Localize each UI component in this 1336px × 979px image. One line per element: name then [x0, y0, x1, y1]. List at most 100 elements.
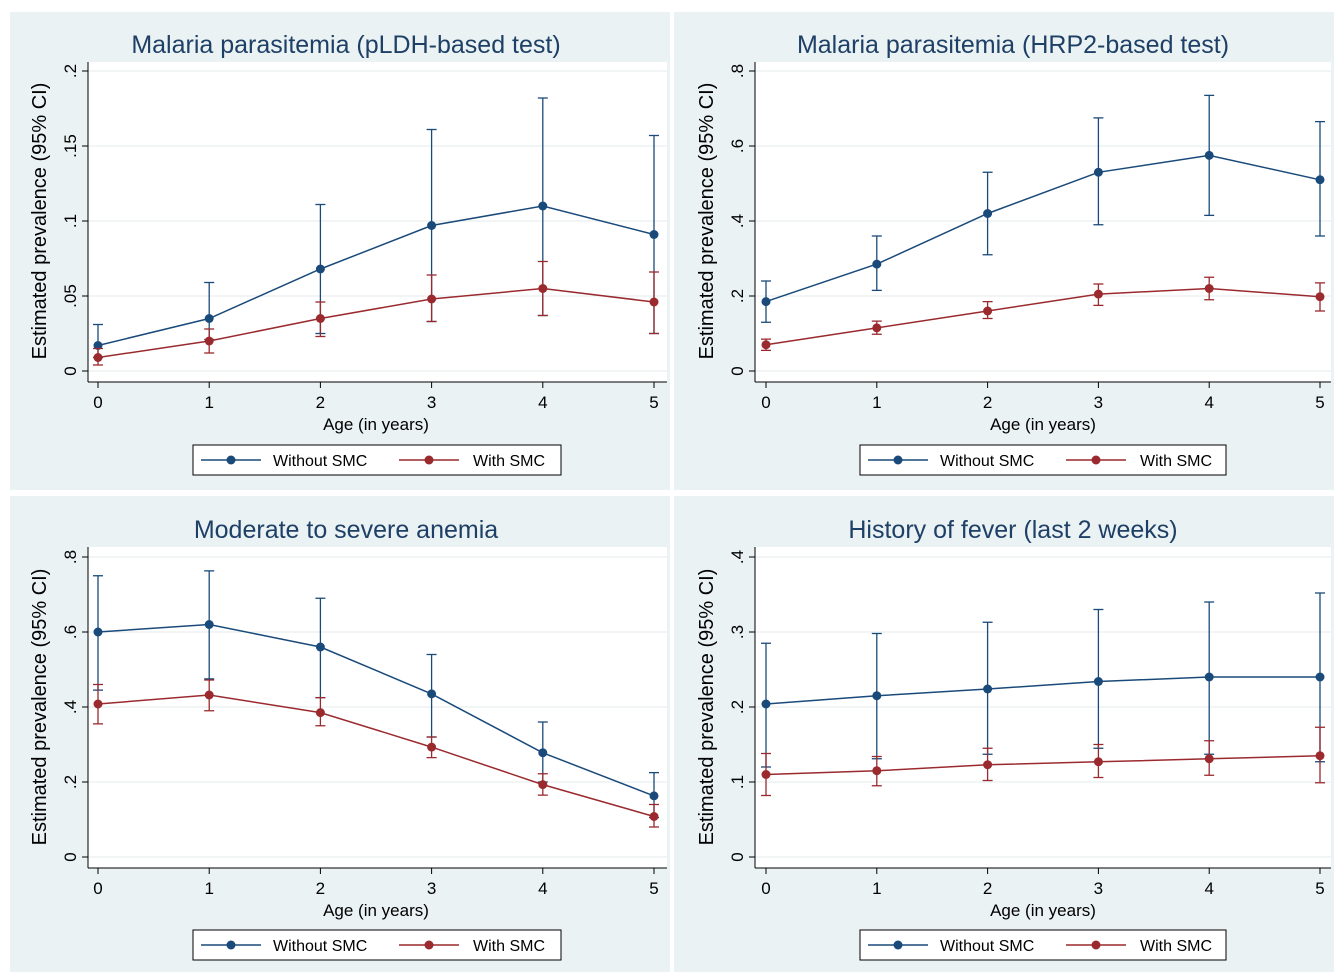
data-point	[1204, 150, 1214, 160]
legend-marker	[226, 455, 236, 465]
series-line	[765, 287, 1321, 346]
data-point	[427, 689, 437, 699]
data-point	[649, 230, 659, 239]
data-point	[1093, 289, 1103, 299]
legend-label: With SMC	[1140, 938, 1212, 955]
x-tick-label: 0	[761, 879, 770, 898]
y-tick-label: .1	[728, 775, 747, 789]
series-line	[97, 205, 655, 347]
legend-item-with-smc: With SMC	[399, 938, 545, 955]
data-point	[649, 297, 659, 307]
x-tick-label: 4	[1204, 879, 1213, 898]
legend-item-without-smc: Without SMC	[868, 453, 1034, 470]
y-axis-title: Estimated prevalence (95% CI)	[696, 83, 718, 360]
y-tick-label: .2	[728, 289, 747, 303]
chart-title: Malaria parasitemia (pLDH-based test)	[131, 31, 560, 59]
x-axis-title: Age (in years)	[323, 901, 429, 920]
x-tick-label: 4	[1204, 393, 1213, 412]
series-with-smc	[761, 726, 1325, 797]
series-with-smc	[93, 679, 659, 828]
legend: Without SMC With SMC	[192, 929, 562, 961]
legend-label: Without SMC	[940, 453, 1034, 470]
y-tick-label: 0	[728, 366, 747, 375]
y-tick-label: .4	[61, 700, 80, 714]
data-point	[204, 690, 214, 700]
x-tick-label: 5	[1315, 393, 1324, 412]
legend-marker	[1091, 940, 1101, 950]
series-without-smc	[761, 94, 1325, 323]
data-point	[872, 691, 882, 701]
data-point	[761, 699, 771, 709]
y-tick-label: .1	[61, 214, 80, 228]
data-point	[1204, 284, 1214, 293]
legend-marker	[424, 940, 434, 950]
x-tick-label: 5	[649, 393, 658, 412]
legend-marker	[1091, 455, 1101, 465]
data-point	[204, 314, 214, 323]
data-point	[761, 770, 771, 779]
data-point	[649, 791, 659, 801]
legend-item-with-smc: With SMC	[1066, 938, 1212, 955]
x-tick-label: 2	[983, 393, 992, 412]
data-point	[1093, 757, 1103, 767]
legend: Without SMC With SMC	[859, 444, 1227, 476]
y-tick-label: 0	[728, 852, 747, 861]
data-point	[538, 284, 548, 293]
legend-marker	[893, 940, 903, 950]
x-tick-label: 1	[872, 393, 881, 412]
legend: Without SMC With SMC	[859, 929, 1227, 961]
data-point	[761, 340, 771, 350]
x-tick-label: 1	[204, 393, 213, 412]
x-axis-title: Age (in years)	[323, 415, 429, 434]
x-tick-label: 1	[872, 879, 881, 898]
y-tick-label: .6	[61, 625, 80, 639]
plot-area	[755, 62, 1331, 382]
y-tick-label: .4	[728, 214, 747, 228]
legend: Without SMC With SMC	[192, 444, 562, 476]
x-tick-label: 1	[204, 879, 213, 898]
x-tick-label: 0	[761, 393, 770, 412]
legend-item-with-smc: With SMC	[399, 453, 545, 470]
legend-label: With SMC	[473, 453, 545, 470]
data-point	[1204, 754, 1214, 764]
series-without-smc	[761, 592, 1325, 768]
legend-marker	[226, 940, 236, 950]
data-point	[315, 264, 325, 274]
data-point	[204, 620, 214, 629]
data-point	[983, 306, 993, 316]
series-with-smc	[761, 276, 1325, 352]
legend-item-without-smc: Without SMC	[868, 938, 1034, 955]
legend-label: Without SMC	[273, 938, 367, 955]
plot-area	[88, 62, 667, 382]
data-point	[1315, 672, 1325, 682]
y-tick-label: .05	[61, 284, 80, 308]
x-tick-label: 3	[427, 393, 436, 412]
legend-item-without-smc: Without SMC	[201, 453, 367, 470]
y-axis-title: Estimated prevalence (95% CI)	[696, 569, 718, 846]
series-line	[97, 287, 655, 359]
data-point	[427, 221, 437, 230]
data-point	[872, 259, 882, 269]
data-point	[983, 209, 993, 218]
chart-title: History of fever (last 2 weeks)	[848, 516, 1177, 544]
chart-panel-1: 0 .05 .1 .15 .2 0 1 2 3 4 5 Age (in years) Estimated…	[10, 12, 670, 490]
data-point	[1204, 672, 1214, 682]
data-point	[1315, 175, 1325, 185]
data-point	[1315, 751, 1325, 761]
x-tick-label: 3	[1094, 879, 1103, 898]
legend-label: Without SMC	[273, 453, 367, 470]
data-point	[761, 297, 771, 307]
legend-item-with-smc: With SMC	[1066, 453, 1212, 470]
x-tick-label: 0	[93, 393, 102, 412]
legend-marker	[424, 455, 434, 465]
data-point	[315, 708, 325, 718]
series-line	[765, 755, 1321, 776]
y-tick-label: .6	[728, 139, 747, 153]
y-tick-label: .3	[728, 625, 747, 639]
y-tick-label: .2	[728, 700, 747, 714]
data-point	[93, 341, 103, 350]
y-tick-label: .8	[61, 550, 80, 564]
x-tick-label: 4	[538, 393, 547, 412]
series-line	[97, 694, 655, 818]
